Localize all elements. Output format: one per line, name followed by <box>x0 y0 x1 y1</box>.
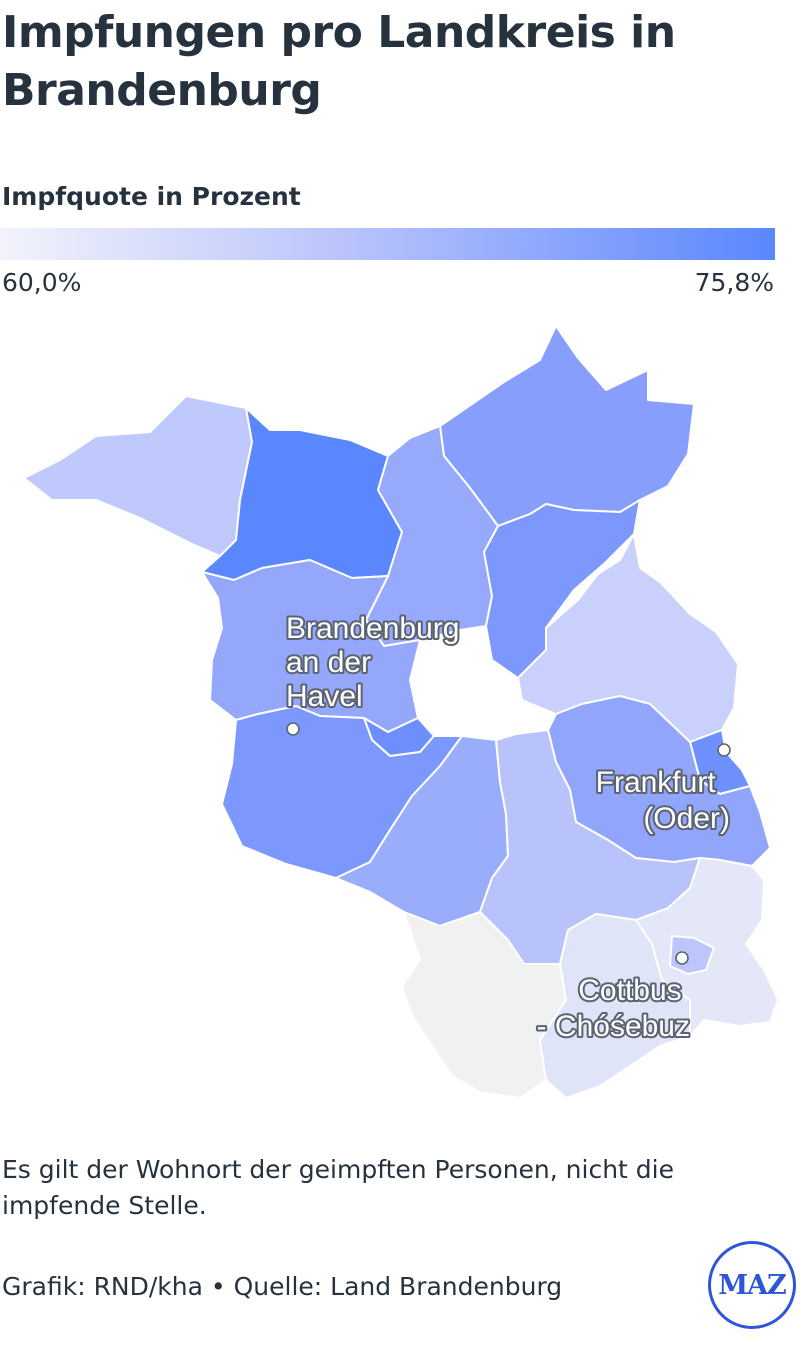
label-line: (Oder) <box>643 802 730 835</box>
legend-color-scale <box>0 228 775 260</box>
cottbus-marker[interactable] <box>675 951 689 965</box>
district-uckermark[interactable] <box>439 325 695 527</box>
label-cottbus: Cottbus - Chóśebuz <box>537 974 690 1043</box>
label-line: Havel <box>286 680 363 713</box>
frankfurt-oder-marker[interactable] <box>717 743 731 757</box>
label-line: Cottbus <box>578 974 681 1007</box>
district-prignitz[interactable] <box>23 395 253 557</box>
berlin-area <box>410 626 548 740</box>
legend-title: Impfquote in Prozent <box>2 182 301 211</box>
label-line: Frankfurt <box>596 766 717 799</box>
brandenburg-an-der-havel-marker[interactable] <box>286 722 300 736</box>
district-oberspreewald-lausitz[interactable] <box>539 913 691 1099</box>
label-line: an der <box>286 646 371 679</box>
district-barnim[interactable] <box>483 499 641 679</box>
legend-min-label: 60,0% <box>2 268 82 297</box>
footnote: Es gilt der Wohnort der geimpften Person… <box>2 1155 674 1220</box>
label-brandenburg-an-der-havel: Brandenburg an der Havel <box>286 612 468 713</box>
page-title: Impfungen pro Landkreis in Brandenburg <box>2 7 676 116</box>
source-credits: Grafik: RND/kha • Quelle: Land Brandenbu… <box>2 1272 563 1301</box>
label-frankfurt-oder: Frankfurt (Oder) <box>596 766 730 835</box>
maz-logo-text: MAZ <box>718 1269 787 1301</box>
maz-logo[interactable]: MAZ <box>708 1241 796 1329</box>
label-line: Brandenburg <box>286 612 459 645</box>
label-line: - Chóśebuz <box>537 1010 690 1043</box>
legend-max-label: 75,8% <box>694 268 774 297</box>
